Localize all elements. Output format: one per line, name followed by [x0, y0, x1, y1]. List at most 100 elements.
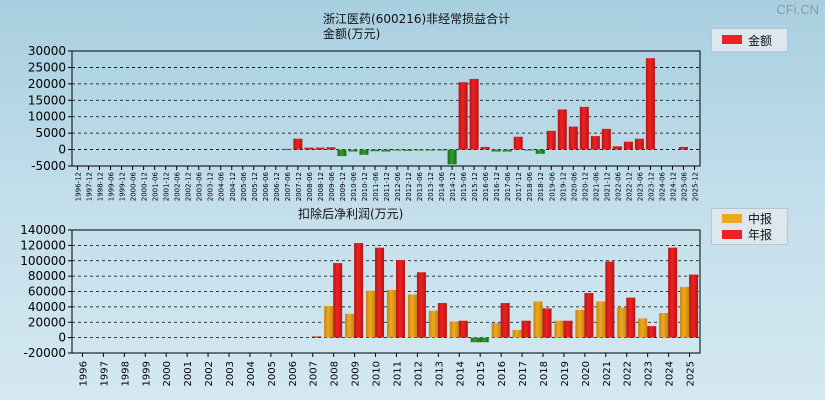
- bar-interim: [428, 310, 438, 338]
- bar-interim: [596, 301, 606, 338]
- x-tick-label: 2015-12: [471, 172, 479, 201]
- bar-nonrecurring: [568, 126, 578, 150]
- x-tick-label: 1999-12: [119, 172, 127, 201]
- bar-nonrecurring: [348, 149, 358, 152]
- x-tick-label: 2012: [413, 361, 424, 386]
- x-tick-label: 2024: [665, 361, 676, 386]
- x-tick-label: 1999-06: [108, 171, 116, 201]
- x-tick-label: 2024-06: [658, 171, 666, 201]
- bar-annual: [437, 303, 447, 338]
- x-tick-label: 2008: [330, 361, 341, 386]
- chart2-title: 扣除后净利润(万元): [298, 207, 404, 221]
- x-tick-label: 1997: [99, 361, 110, 386]
- x-tick-label: 1997-12: [86, 172, 94, 201]
- x-tick-label: 2013: [434, 361, 445, 386]
- x-tick-label: 2005-12: [251, 172, 259, 201]
- x-tick-label: 2013-06: [416, 171, 424, 201]
- y-tick-label: 5000: [35, 126, 66, 140]
- bar-interim: [512, 329, 522, 338]
- bar-nonrecurring: [502, 149, 512, 152]
- x-tick-label: 2022-06: [614, 171, 622, 201]
- legend-swatch-amount: [722, 35, 742, 44]
- x-tick-label: 1998: [120, 361, 131, 386]
- bar-interim: [407, 294, 417, 338]
- x-tick-label: 2016-06: [482, 171, 490, 201]
- bar-nonrecurring: [513, 136, 523, 150]
- bar-nonrecurring: [678, 146, 688, 150]
- x-tick-label: 2009-06: [328, 171, 336, 201]
- x-tick-label: 2021: [602, 361, 613, 386]
- bar-interim: [554, 320, 564, 338]
- bar-annual: [647, 326, 657, 338]
- bar-nonrecurring: [535, 149, 545, 154]
- x-tick-label: 2012-06: [394, 171, 402, 201]
- x-tick-label: 2016: [497, 361, 508, 386]
- bar-interim: [366, 290, 376, 338]
- y-tick-label: 80000: [28, 269, 66, 283]
- bar-nonrecurring: [601, 128, 611, 150]
- bar-annual: [458, 320, 468, 338]
- y-tick-label: 100000: [20, 254, 66, 268]
- x-tick-label: 2007-06: [284, 171, 292, 201]
- bar-interim: [449, 321, 459, 338]
- x-tick-label: 2009: [351, 361, 362, 386]
- bar-nonrecurring: [623, 141, 633, 150]
- bar-nonrecurring: [392, 149, 402, 151]
- bar-nonrecurring: [414, 149, 424, 151]
- x-tick-label: 2010-12: [361, 172, 369, 201]
- y-tick-label: 0: [58, 143, 66, 157]
- x-tick-label: 2000-06: [130, 171, 138, 201]
- bar-nonrecurring: [469, 78, 479, 150]
- bar-nonrecurring: [436, 149, 446, 151]
- y-tick-label: 20000: [28, 77, 66, 91]
- x-tick-label: 2001-06: [152, 171, 160, 201]
- x-tick-label: 2011: [392, 361, 403, 386]
- x-tick-label: 2023-12: [647, 172, 655, 201]
- x-tick-label: 2011-06: [372, 171, 380, 201]
- x-tick-label: 2014-06: [438, 171, 446, 201]
- y-tick-label: 60000: [28, 285, 66, 299]
- bar-annual: [375, 247, 385, 338]
- x-tick-label: 2008-12: [317, 172, 325, 201]
- x-tick-label: 2024-12: [669, 172, 677, 201]
- y-tick-label: 140000: [20, 223, 66, 237]
- x-tick-label: 2018-06: [526, 171, 534, 201]
- bar-nonrecurring: [557, 109, 567, 150]
- x-tick-label: 2025-12: [691, 172, 699, 201]
- bar-nonrecurring: [326, 147, 336, 150]
- chart1-legend: 金额: [711, 28, 788, 52]
- x-tick-label: 1999: [141, 361, 152, 386]
- bar-interim: [324, 306, 334, 338]
- legend-swatch-interim: [722, 214, 742, 223]
- y-tick-label: 15000: [28, 93, 66, 107]
- x-tick-label: 2025-06: [680, 171, 688, 201]
- x-tick-label: 2018-12: [537, 172, 545, 201]
- bar-annual: [584, 293, 594, 338]
- x-tick-label: 2017: [518, 361, 529, 386]
- x-tick-label: 2017-12: [515, 172, 523, 201]
- bar-nonrecurring: [634, 138, 644, 150]
- x-tick-label: 2005: [267, 361, 278, 386]
- x-tick-label: 1998-12: [97, 172, 105, 201]
- x-tick-label: 2015: [476, 361, 487, 386]
- y-tick-label: -5000: [31, 159, 66, 173]
- y-tick-label: 0: [58, 331, 66, 345]
- bar-annual: [479, 337, 489, 343]
- x-tick-label: 2019-12: [559, 172, 567, 201]
- x-tick-label: 2000-12: [141, 172, 149, 201]
- chart2-legend: 中报 年报: [711, 208, 788, 245]
- watermark: CFi.CN: [776, 2, 819, 17]
- bar-interim: [659, 313, 669, 338]
- x-tick-label: 2018: [539, 361, 550, 386]
- x-tick-label: 2007-12: [295, 172, 303, 201]
- bar-nonrecurring: [315, 147, 325, 150]
- x-tick-label: 2007: [309, 361, 320, 386]
- x-tick-label: 2011-12: [383, 172, 391, 201]
- bar-annual: [668, 247, 678, 338]
- y-tick-label: 10000: [28, 110, 66, 124]
- bar-nonrecurring: [381, 149, 391, 152]
- bar-interim: [491, 323, 501, 338]
- x-tick-label: 2001-12: [163, 172, 171, 201]
- x-tick-label: 2002-06: [174, 171, 182, 201]
